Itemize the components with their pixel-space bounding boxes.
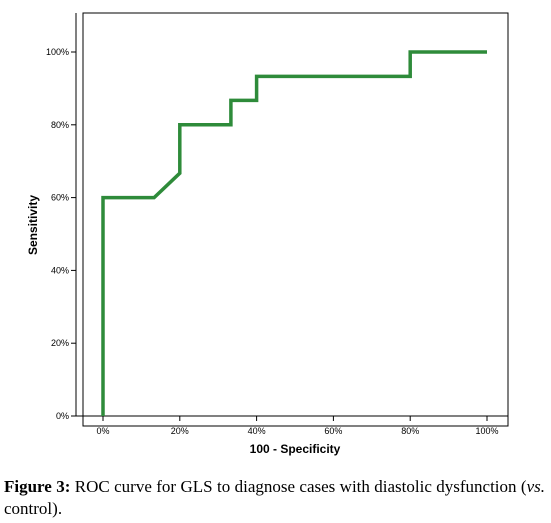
plot-frame [82,12,509,427]
x-tick-label: 60% [324,426,342,436]
y-tick-label: 0% [56,411,69,421]
caption-text: ROC curve for GLS to diagnose cases with… [70,477,527,496]
x-tick-label: 80% [401,426,419,436]
y-tick-label: 80% [51,120,69,130]
x-tick-label: 20% [171,426,189,436]
y-tick-label: 20% [51,338,69,348]
y-axis-label: Sensitivity [26,195,40,255]
y-tick-label: 40% [51,265,69,275]
x-axis-ticks: 0% 20% 40% 60% 80% 100% [96,416,499,436]
caption-text-end: control). [4,499,63,518]
x-axis-label: 100 - Specificity [250,442,341,456]
y-tick-label: 100% [46,47,69,57]
y-axis-ticks: 0% 20% 40% 60% 80% 100% [46,47,76,421]
x-tick-label: 100% [475,426,498,436]
x-tick-label: 0% [96,426,109,436]
x-tick-label: 40% [248,426,266,436]
figure-caption: Figure 3: ROC curve for GLS to diagnose … [4,476,545,520]
caption-italic: vs. [526,477,545,496]
roc-curve-line [101,50,487,416]
roc-chart: 0% 20% 40% 60% 80% 100% 0% 20% 40% 60% 80% 100% 10… [26,12,509,456]
y-tick-label: 60% [51,193,69,203]
caption-label: Figure 3: [4,477,71,496]
